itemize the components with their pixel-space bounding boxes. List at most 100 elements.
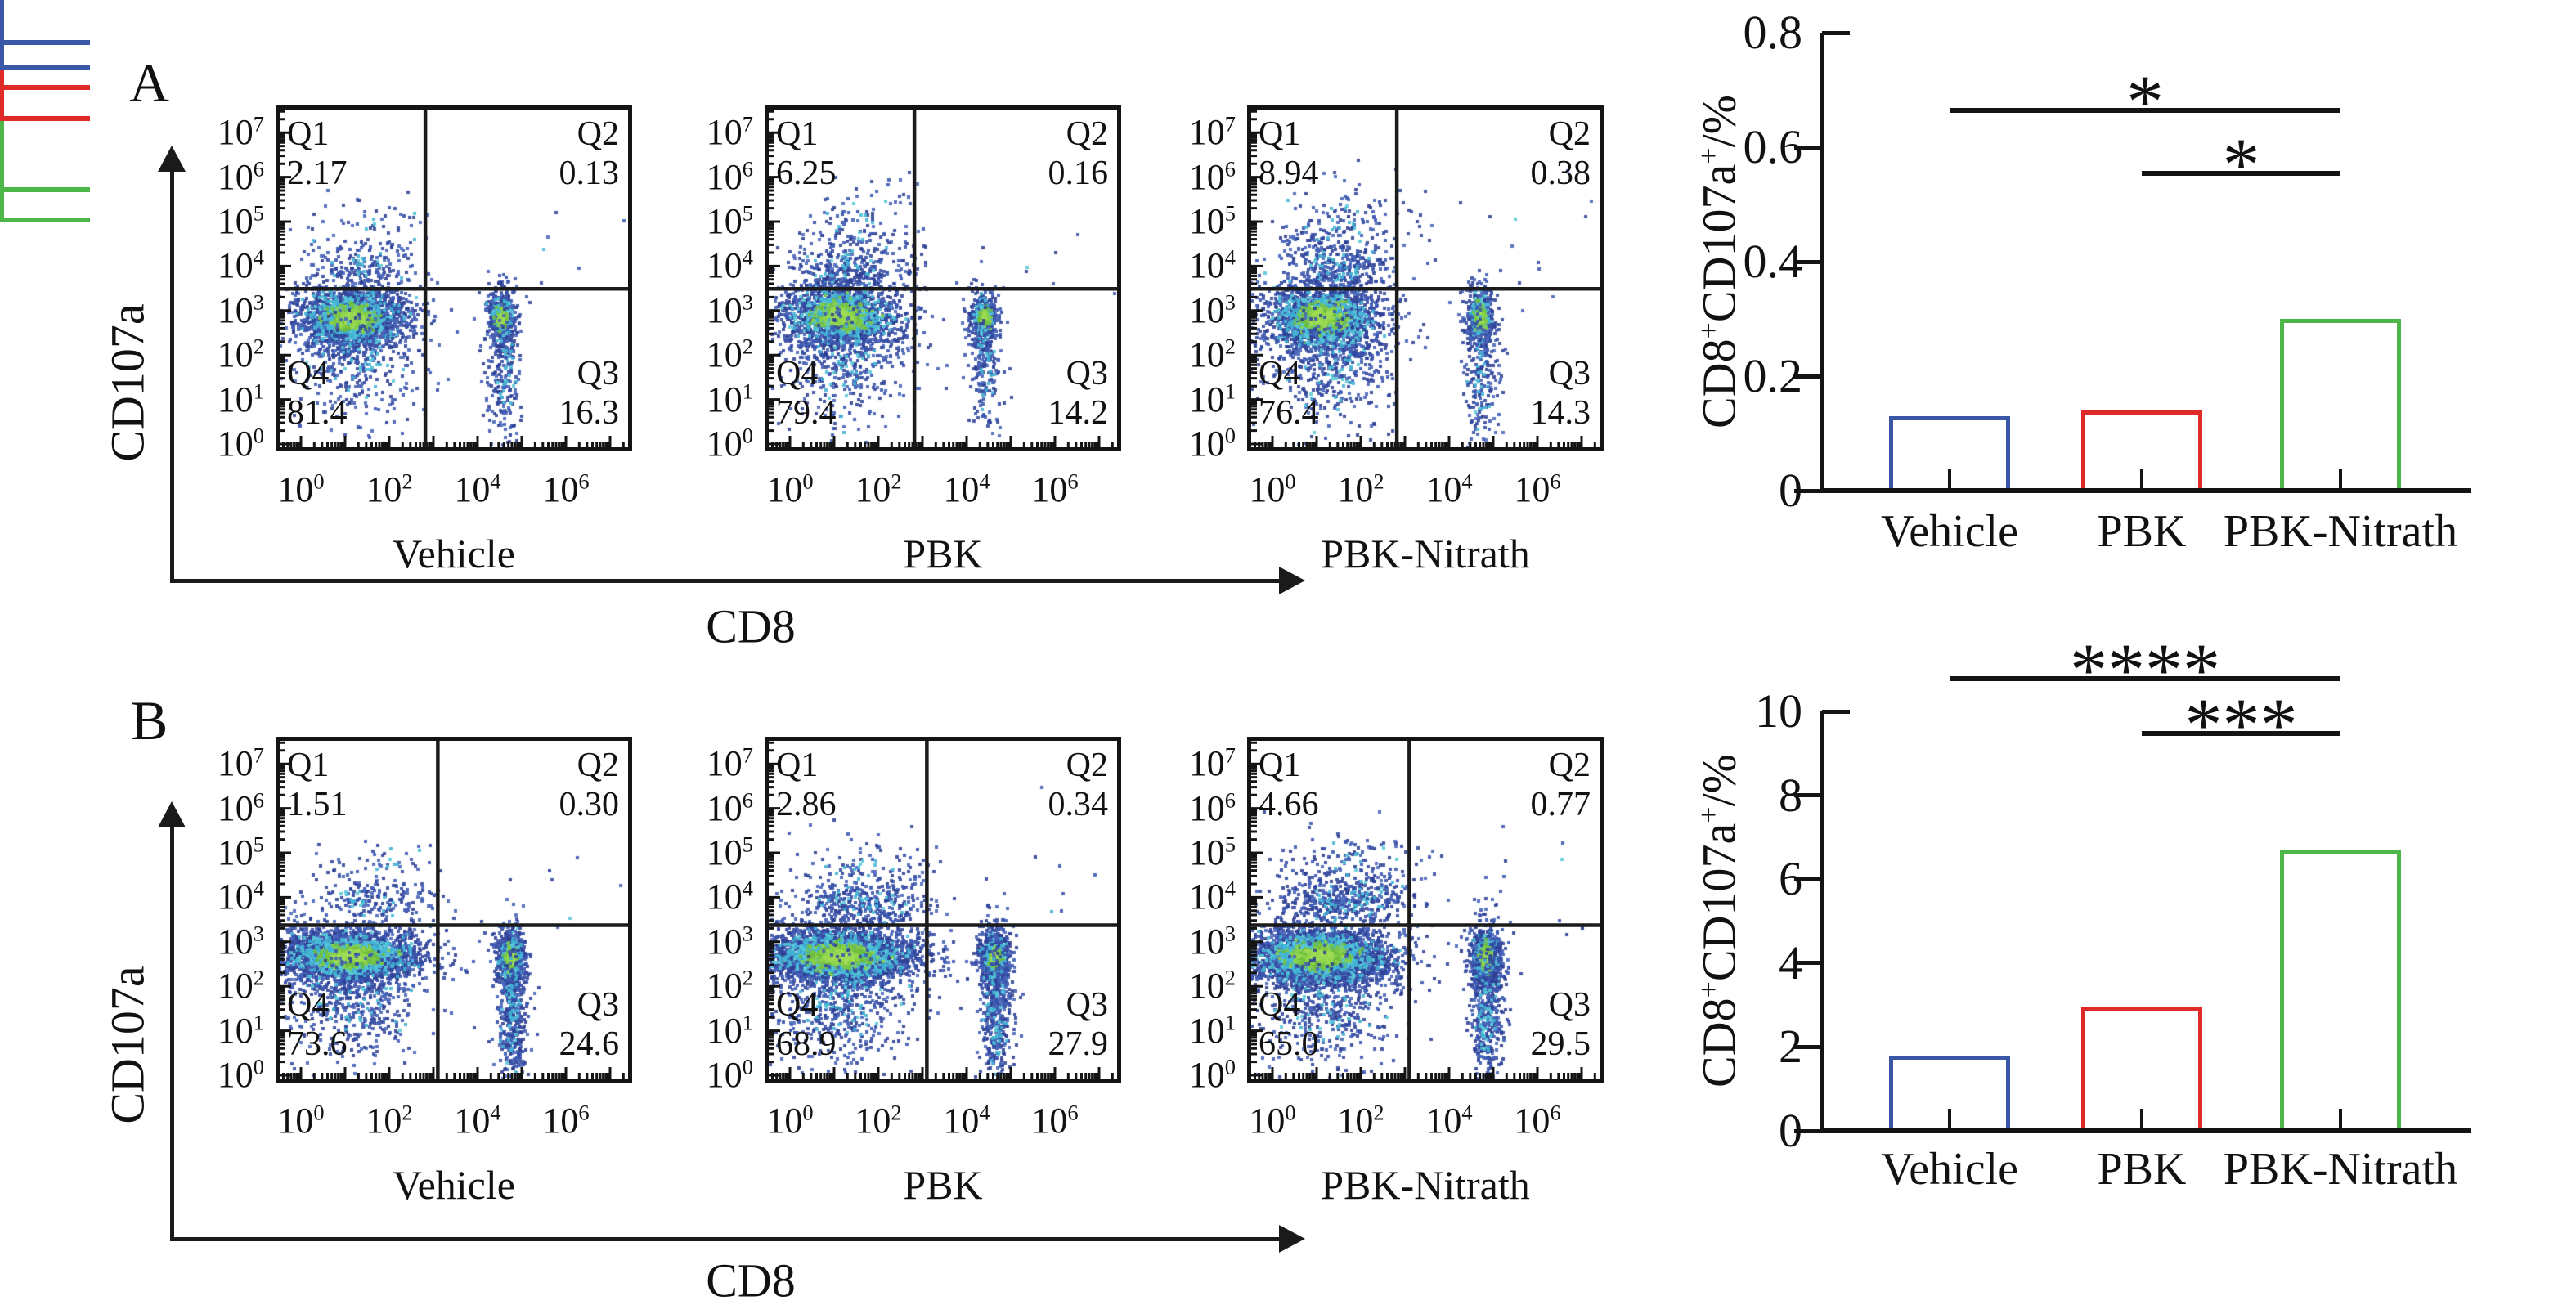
flow-x-tick-label: 106 — [542, 469, 590, 509]
flow-y-tick-label: 107 — [217, 111, 264, 153]
chart-y-axis — [1820, 711, 1824, 1133]
flow-y-tick-label: 102 — [706, 334, 753, 375]
quadrant-value-q3: 16.3 — [559, 394, 620, 432]
chart-y-tick — [1794, 961, 1822, 966]
flow-x-tick-label: 102 — [855, 1100, 902, 1141]
flow-y-tick-label: 102 — [217, 334, 264, 375]
flow-plot-frame — [1247, 737, 1604, 1083]
scatter-dots-canvas — [276, 737, 632, 1083]
flow-y-tick-label: 101 — [1188, 378, 1236, 419]
flow-y-tick-label: 100 — [217, 423, 264, 464]
quadrant-label-q3: Q3 — [1066, 355, 1108, 392]
quadrant-value-q1: 8.94 — [1259, 155, 1319, 192]
error-bar-line — [0, 0, 4, 65]
flow-x-tick-label: 100 — [277, 469, 325, 509]
bar-pbk — [2081, 1007, 2202, 1128]
flow-x-tick-label: 106 — [1031, 469, 1079, 509]
flow-y-tick-label: 106 — [1188, 787, 1236, 828]
y-axis-arrowhead-icon — [158, 801, 186, 827]
flow-y-tick-label: 107 — [1188, 111, 1236, 153]
chart-y-tick-label: 8 — [1779, 768, 1802, 822]
flow-y-tick-label: 101 — [706, 378, 753, 419]
chart-y-tick-label: 6 — [1779, 852, 1802, 906]
significance-line — [2142, 730, 2340, 736]
flow-x-tick-label: 100 — [277, 1100, 325, 1141]
chart-category-label: Vehicle — [1881, 506, 2018, 557]
error-bar-line — [0, 70, 4, 116]
quadrant-label-q2: Q2 — [1066, 747, 1108, 784]
quadrant-label-q3: Q3 — [1066, 986, 1108, 1024]
error-bar-cap — [0, 65, 90, 70]
flow-x-tick-label: 106 — [1031, 1100, 1079, 1141]
y-axis-arrow-shaft — [169, 824, 174, 1241]
plot-border — [765, 737, 1121, 1083]
flow-x-tick-label: 106 — [1514, 1100, 1561, 1141]
significance-stars: * — [2222, 123, 2260, 207]
flow-y-tick-label: 103 — [1188, 921, 1236, 962]
flow-y-tick-label: 103 — [706, 921, 753, 962]
flow-plot-a-1: Q1 2.17 Q2 0.13 Q3 16.3 Q4 81.4 107 106 105 104 103 1… — [218, 105, 632, 576]
chart-x-tick — [2339, 469, 2342, 488]
flow-y-tick-label: 102 — [217, 965, 264, 1007]
flow-y-tick-label: 105 — [1188, 832, 1236, 872]
flow-y-tick-label: 106 — [706, 787, 753, 828]
chart-y-tick-label: 0 — [1779, 464, 1802, 517]
flow-x-tick-label: 104 — [943, 469, 990, 509]
chart-y-tick-label: 0.6 — [1743, 120, 1803, 173]
chart-x-axis — [1820, 1128, 2471, 1133]
flow-y-tick-label: 100 — [1188, 423, 1236, 464]
quadrant-value-q2: 0.30 — [559, 786, 620, 823]
error-bar-cap — [0, 187, 90, 192]
x-axis-arrow-shaft — [172, 578, 1282, 583]
chart-y-tick — [1822, 30, 1850, 35]
flow-x-axis-label: CD8 — [706, 599, 796, 653]
flow-plot-b-1: Q1 1.51 Q2 0.30 Q3 24.6 Q4 73.6 107 106 105 104 103 1… — [218, 737, 632, 1207]
flow-plot-b-2: Q1 2.86 Q2 0.34 Q3 27.9 Q4 68.9 107 106 105 104 103 1… — [707, 737, 1121, 1207]
chart-y-axis-label: CD8+CD107a+/% — [1692, 95, 1746, 428]
flow-y-tick-label: 102 — [706, 965, 753, 1007]
plot-border — [276, 737, 632, 1083]
x-axis-arrowhead-icon — [1279, 1225, 1305, 1253]
chart-y-tick-label: 10 — [1755, 684, 1802, 738]
flow-x-tick-label: 104 — [454, 1100, 501, 1141]
chart-category-label: PBK-Nitrath — [2223, 506, 2458, 557]
quadrant-label-q1: Q1 — [1259, 115, 1301, 153]
flow-y-tick-label: 105 — [706, 832, 753, 872]
significance-line — [2142, 171, 2340, 177]
bar-vehicle — [1889, 416, 2010, 488]
quadrant-label-q4: Q4 — [287, 355, 330, 392]
flow-y-tick-label: 107 — [706, 742, 753, 784]
flow-x-tick-label: 106 — [1514, 469, 1561, 509]
flow-plot-a-3: Q1 8.94 Q2 0.38 Q3 14.3 Q4 76.4 107 106 105 104 103 1… — [1189, 105, 1604, 576]
plot-border — [765, 105, 1121, 451]
scatter-dots-canvas — [765, 737, 1121, 1083]
flow-y-tick-label: 105 — [1188, 200, 1236, 241]
log-minor-ticks — [278, 741, 625, 1080]
flow-x-tick-label: 104 — [454, 469, 501, 509]
flow-y-tick-label: 105 — [217, 832, 264, 872]
chart-x-axis — [1820, 488, 2471, 493]
flow-y-tick-label: 104 — [706, 876, 753, 917]
flow-x-tick-label: 104 — [943, 1100, 990, 1141]
flow-y-tick-label: 103 — [217, 289, 264, 330]
flow-x-tick-label: 102 — [1337, 469, 1384, 509]
flow-plot-title: PBK-Nitrath — [1321, 531, 1530, 576]
bar-chart-b: 0 2 4 6 8 10 Vehicle PBK PBK-Nitrath **** *** CD8+C… — [0, 0, 2471, 1194]
bar-pbk — [2081, 410, 2202, 488]
quadrant-label-q4: Q4 — [776, 986, 819, 1024]
quadrant-value-q2: 0.16 — [1048, 155, 1109, 192]
plot-border — [1247, 737, 1604, 1083]
flow-plot-title: Vehicle — [393, 531, 515, 576]
chart-y-tick-label: 2 — [1779, 1020, 1802, 1074]
scatter-dots-canvas — [1247, 105, 1604, 451]
chart-x-tick — [1948, 1109, 1951, 1128]
flow-y-tick-label: 105 — [706, 200, 753, 241]
error-bar-cap — [0, 85, 90, 90]
quadrant-label-q4: Q4 — [1259, 355, 1301, 392]
plot-border — [276, 105, 632, 451]
plot-border — [1247, 105, 1604, 451]
quadrant-value-q2: 0.13 — [559, 155, 620, 192]
quadrant-label-q1: Q1 — [776, 115, 819, 153]
chart-y-tick — [1794, 1044, 1822, 1049]
scatter-dots-canvas — [1247, 737, 1604, 1083]
